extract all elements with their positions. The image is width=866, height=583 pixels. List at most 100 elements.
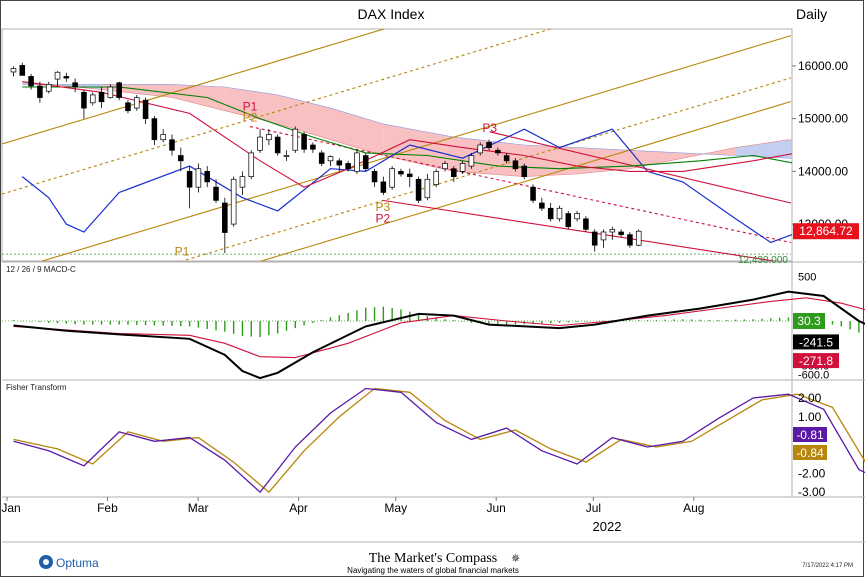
period-label: Daily	[796, 6, 827, 22]
candle	[600, 229, 607, 248]
candle-body	[45, 84, 52, 92]
candle-body	[345, 163, 351, 170]
candle	[151, 116, 158, 145]
price-panel: P1P1P2P3P2P316000.0015000.0014000.001300…	[2, 29, 865, 266]
pivot-label: P3	[482, 121, 497, 135]
candle-body	[424, 178, 431, 199]
kumo-cloud-segment	[224, 87, 278, 124]
x-axis: Jan Feb Mar Apr May Jun Jul Aug	[1, 497, 704, 515]
candle	[627, 232, 633, 248]
candle-body	[169, 139, 175, 151]
fisher-panel: 2.00 1.00 -2.00 -3.00 -0.81 -0.84	[13, 387, 866, 499]
candle	[178, 147, 184, 172]
candle	[10, 66, 17, 77]
candle-body	[415, 178, 422, 201]
candle	[116, 81, 122, 101]
macd-tick-label: -600.0	[798, 370, 829, 382]
candle	[495, 147, 501, 156]
fisher-tick-label: 2.00	[798, 391, 822, 405]
candle	[459, 160, 466, 174]
pivot-label: P2	[243, 110, 258, 124]
candle-body	[389, 168, 395, 188]
gold-pitchfork-line-0	[2, 29, 386, 145]
chart-title: DAX Index	[358, 6, 425, 22]
compass-icon: ✵	[511, 553, 520, 565]
candle	[248, 150, 255, 180]
candle-body	[283, 155, 290, 157]
candle-body	[486, 142, 492, 148]
kumo-cloud-segment	[577, 147, 630, 174]
candle	[125, 100, 131, 114]
candle-body	[459, 163, 466, 172]
candle	[609, 226, 616, 240]
candle	[468, 152, 475, 169]
macd-signal-badge	[793, 353, 839, 369]
candle	[362, 152, 369, 172]
candle-body	[451, 168, 457, 177]
last-price-label: 12,864.72	[799, 224, 853, 238]
candle-body	[239, 176, 246, 188]
candle	[186, 166, 193, 209]
candle	[345, 160, 351, 172]
candle	[389, 166, 395, 190]
kumo-cloud-segment	[841, 148, 865, 164]
candle-body	[54, 71, 61, 80]
candle	[336, 158, 343, 172]
candle-body	[354, 152, 360, 172]
price-tick-label: 14000.00	[798, 164, 848, 178]
candle-body	[433, 171, 439, 185]
candle-body	[468, 155, 475, 167]
price-tick-label: 16000.00	[798, 59, 848, 73]
candle	[195, 163, 202, 193]
support-label: 12,430.000	[738, 255, 788, 266]
candle	[54, 71, 61, 87]
macd-panel: 500-500.0-600.030.3-241.5-271.8	[2, 271, 866, 382]
candle	[442, 160, 448, 172]
candle-body	[477, 144, 483, 154]
candle-body	[133, 97, 140, 109]
red-pitchfork-line-1	[249, 126, 792, 244]
candle-body	[530, 186, 536, 201]
fisher-trigger-value: -0.84	[796, 446, 824, 460]
candle-body	[609, 229, 616, 233]
optuma-logo-text: Optuma	[56, 556, 99, 570]
senkou-span-a	[22, 81, 792, 177]
candle-body	[89, 94, 96, 104]
candle	[292, 126, 299, 153]
candle-body	[151, 118, 158, 141]
candle-body	[600, 231, 607, 241]
candle	[81, 90, 87, 119]
candle-body	[318, 152, 325, 164]
candle-body	[292, 128, 299, 151]
candle-body	[539, 202, 545, 209]
candle	[451, 166, 457, 182]
candle-body	[336, 160, 343, 166]
candle-body	[28, 76, 34, 87]
candle	[512, 158, 519, 172]
candle	[380, 176, 387, 196]
candle-body	[72, 82, 78, 88]
candle	[539, 197, 545, 211]
pivot-label: P1	[243, 100, 258, 114]
macd-hist-badge	[793, 313, 825, 329]
month-label: Jul	[586, 501, 601, 515]
candle-body	[81, 91, 87, 109]
pivot-label: P2	[375, 212, 390, 226]
candle-body	[627, 234, 633, 246]
candle-body	[547, 207, 554, 220]
candle-body	[565, 213, 572, 228]
candle-body	[362, 155, 369, 170]
month-label: Mar	[188, 501, 209, 515]
year-label: 2022	[593, 519, 622, 534]
candle-body	[406, 173, 413, 177]
candle	[310, 142, 316, 153]
kumo-cloud-segment	[171, 84, 225, 111]
candle	[415, 176, 422, 203]
candle-body	[107, 86, 114, 98]
candle-body	[213, 186, 219, 201]
macd-signal-line	[13, 297, 866, 359]
candle-body	[195, 168, 202, 188]
month-label: Aug	[683, 501, 704, 515]
